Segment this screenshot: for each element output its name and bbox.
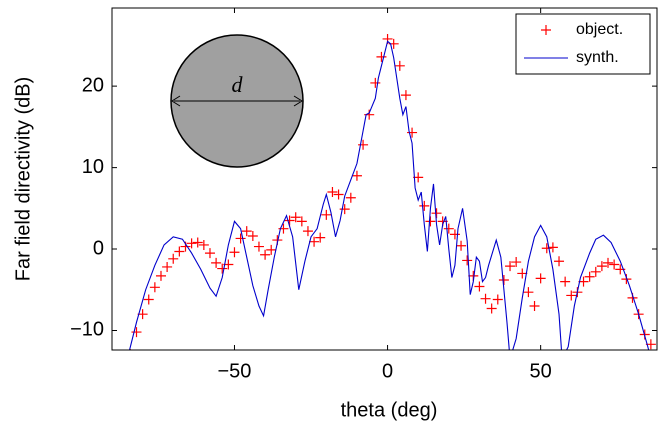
marker	[400, 90, 411, 101]
marker	[333, 189, 344, 200]
marker	[229, 247, 240, 258]
legend-label: object.	[576, 21, 623, 38]
marker	[609, 259, 620, 270]
marker	[517, 268, 528, 279]
marker	[449, 229, 460, 240]
marker	[241, 226, 252, 237]
marker	[315, 232, 326, 243]
marker	[535, 273, 546, 284]
marker	[492, 294, 503, 305]
annotation: d	[232, 72, 244, 97]
legend-label: synth.	[576, 49, 619, 66]
marker	[578, 276, 589, 287]
marker	[321, 209, 332, 220]
inset: d	[170, 34, 304, 168]
plot-area	[128, 33, 656, 350]
x-tick-label: 50	[530, 360, 552, 382]
marker	[443, 223, 454, 234]
marker	[541, 243, 552, 254]
marker	[168, 253, 179, 264]
line	[128, 40, 650, 350]
marker	[143, 294, 154, 305]
marker	[358, 139, 369, 150]
marker	[235, 233, 246, 244]
marker	[129, 349, 131, 350]
marker	[431, 208, 442, 219]
y-tick-label: 0	[93, 237, 104, 259]
marker	[590, 266, 601, 277]
y-tick-label: −10	[70, 319, 104, 341]
marker	[603, 257, 614, 268]
marker	[566, 290, 577, 301]
marker	[486, 303, 497, 314]
marker	[480, 293, 491, 304]
marker	[217, 263, 228, 274]
y-tick-label: 10	[82, 156, 104, 178]
x-tick-label: −50	[218, 360, 252, 382]
legend-box	[515, 13, 651, 75]
axes-frame	[111, 7, 658, 351]
marker	[419, 200, 430, 211]
marker	[339, 204, 350, 215]
marker	[547, 242, 558, 253]
marker	[596, 261, 607, 272]
marker	[211, 257, 222, 268]
marker	[327, 187, 338, 198]
legend-marker	[541, 25, 551, 35]
marker	[296, 216, 307, 227]
marker	[155, 270, 166, 281]
marker	[131, 327, 142, 338]
y-tick-label: 20	[82, 74, 104, 96]
marker	[523, 287, 534, 298]
marker	[192, 237, 203, 248]
marker	[162, 261, 173, 272]
marker	[351, 170, 362, 181]
marker	[474, 281, 485, 292]
marker	[370, 77, 381, 88]
marker	[621, 274, 632, 285]
marker	[345, 192, 356, 203]
marker	[266, 244, 277, 255]
y-axis-label: Far field directivity (dB)	[12, 77, 34, 282]
marker	[149, 282, 160, 293]
marker	[462, 255, 473, 266]
marker	[247, 231, 258, 241]
marker	[425, 216, 436, 227]
marker	[309, 236, 320, 247]
marker	[505, 261, 516, 272]
marker	[529, 301, 540, 312]
marker	[284, 215, 295, 226]
marker	[376, 51, 387, 62]
marker	[290, 212, 301, 223]
marker	[302, 226, 313, 237]
marker	[554, 256, 565, 267]
marker	[174, 246, 185, 257]
marker	[584, 271, 595, 282]
marker	[186, 238, 197, 249]
marker	[204, 248, 215, 259]
marker	[511, 257, 522, 268]
x-axis-label: theta (deg)	[341, 399, 438, 421]
marker	[198, 239, 209, 250]
marker	[560, 276, 571, 287]
marker	[498, 274, 509, 285]
marker	[260, 249, 271, 260]
marker	[394, 60, 405, 71]
arrow-heads	[171, 95, 303, 107]
marker	[456, 240, 467, 251]
x-tick-label: 0	[382, 360, 393, 382]
marker	[253, 241, 264, 252]
marker	[407, 127, 418, 138]
